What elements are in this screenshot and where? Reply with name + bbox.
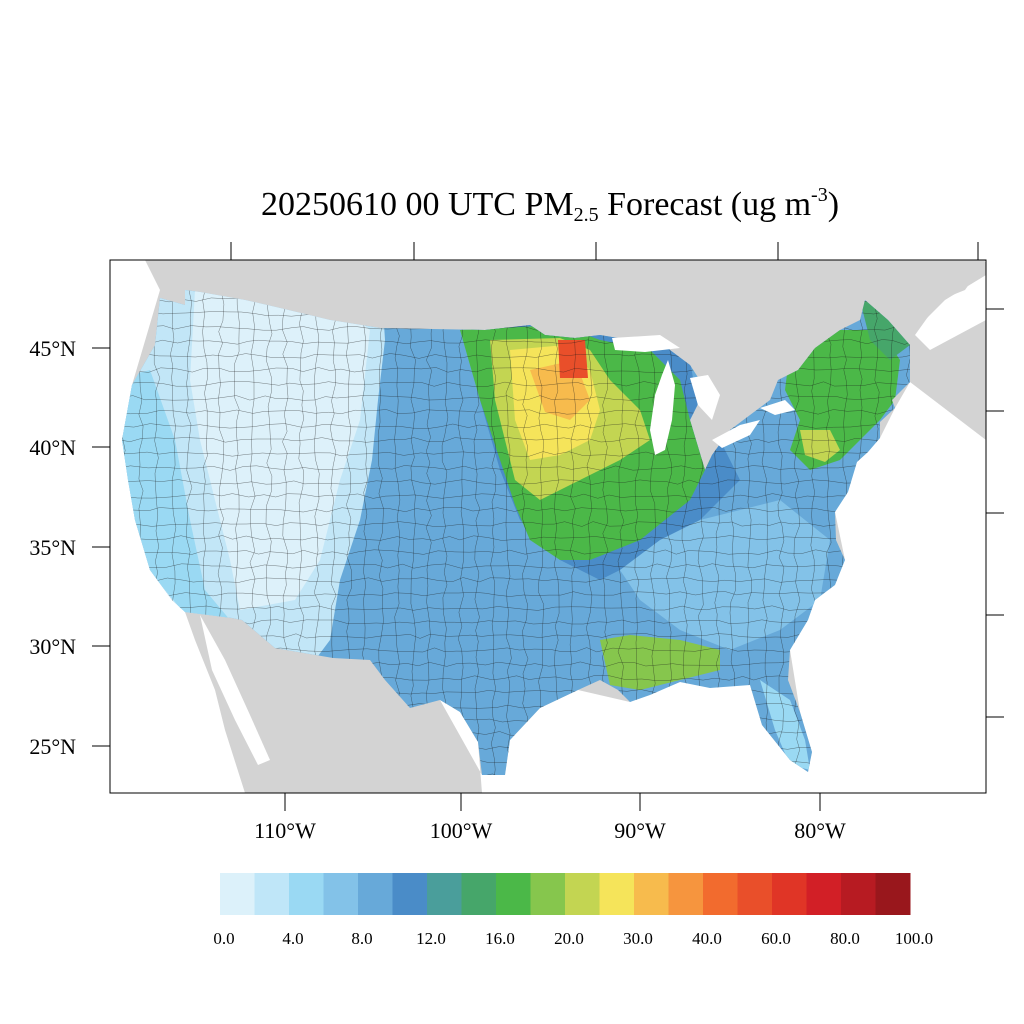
colorbar-swatch <box>875 873 911 915</box>
colorbar-label: 30.0 <box>623 929 653 948</box>
colorbar-label: 16.0 <box>485 929 515 948</box>
colorbar-swatch <box>289 873 324 915</box>
map-panel <box>110 260 986 793</box>
lake-ontario <box>760 400 795 415</box>
colorbar-label: 20.0 <box>554 929 584 948</box>
right-ticks <box>986 308 1004 718</box>
colorbar-swatch <box>772 873 807 915</box>
colorbar-label: 60.0 <box>761 929 791 948</box>
lat-label-30: 30°N <box>29 634 76 659</box>
gulf-of-california <box>200 615 270 765</box>
colorbar-swatch <box>599 873 635 915</box>
bottom-ticks <box>284 793 821 811</box>
lake-huron <box>690 375 720 420</box>
pacific-ocean <box>110 260 245 793</box>
lon-label-110w: 110°W <box>254 818 316 843</box>
colorbar-swatch <box>530 873 566 915</box>
map-frame <box>109 259 987 794</box>
lat-label-35: 35°N <box>29 535 76 560</box>
colorbar <box>220 873 911 915</box>
colorbar-swatch <box>323 873 359 915</box>
colorbar-swatch <box>496 873 531 915</box>
colorbar-swatch <box>703 873 738 915</box>
colorbar-label: 80.0 <box>830 929 860 948</box>
lon-label-80w: 80°W <box>794 818 846 843</box>
top-ticks <box>230 242 979 260</box>
lake-erie <box>712 420 760 448</box>
colorbar-swatch <box>841 873 876 915</box>
colorbar-label: 4.0 <box>282 929 303 948</box>
colorbar-label: 40.0 <box>692 929 722 948</box>
left-ticks <box>92 347 110 747</box>
colorbar-swatch <box>806 873 842 915</box>
lat-label-45: 45°N <box>29 336 76 361</box>
colorbar-swatch <box>634 873 669 915</box>
colorbar-swatch <box>427 873 462 915</box>
colorbar-swatch <box>254 873 290 915</box>
colorbar-label: 8.0 <box>351 929 372 948</box>
colorbar-swatch <box>737 873 773 915</box>
lon-label-90w: 90°W <box>614 818 666 843</box>
mountain-region <box>190 290 370 610</box>
colorbar-swatch <box>668 873 704 915</box>
colorbar-swatch <box>392 873 428 915</box>
gulf-st-lawrence <box>915 260 986 350</box>
colorbar-label: 12.0 <box>416 929 446 948</box>
colorbar-swatch <box>461 873 497 915</box>
colorbar-swatch <box>220 873 255 915</box>
minnesota-hotspot <box>558 340 588 378</box>
colorbar-swatch <box>358 873 393 915</box>
colorbar-label: 100.0 <box>895 929 933 948</box>
southeast-region <box>620 500 830 650</box>
lake-michigan <box>650 360 675 455</box>
lake-superior <box>612 335 680 352</box>
colorbar-swatch <box>565 873 600 915</box>
lon-label-100w: 100°W <box>430 818 493 843</box>
lat-label-25: 25°N <box>29 734 76 759</box>
colorbar-labels: 0.0 4.0 8.0 12.0 16.0 20.0 30.0 40.0 60.0 80.0 100… <box>213 929 933 948</box>
lat-label-40: 40°N <box>29 435 76 460</box>
colorbar-label: 0.0 <box>213 929 234 948</box>
map-title: 20250610 00 UTC PM2.5 Forecast (ug m-3) <box>260 184 840 226</box>
gulf-coast-band <box>600 635 720 690</box>
